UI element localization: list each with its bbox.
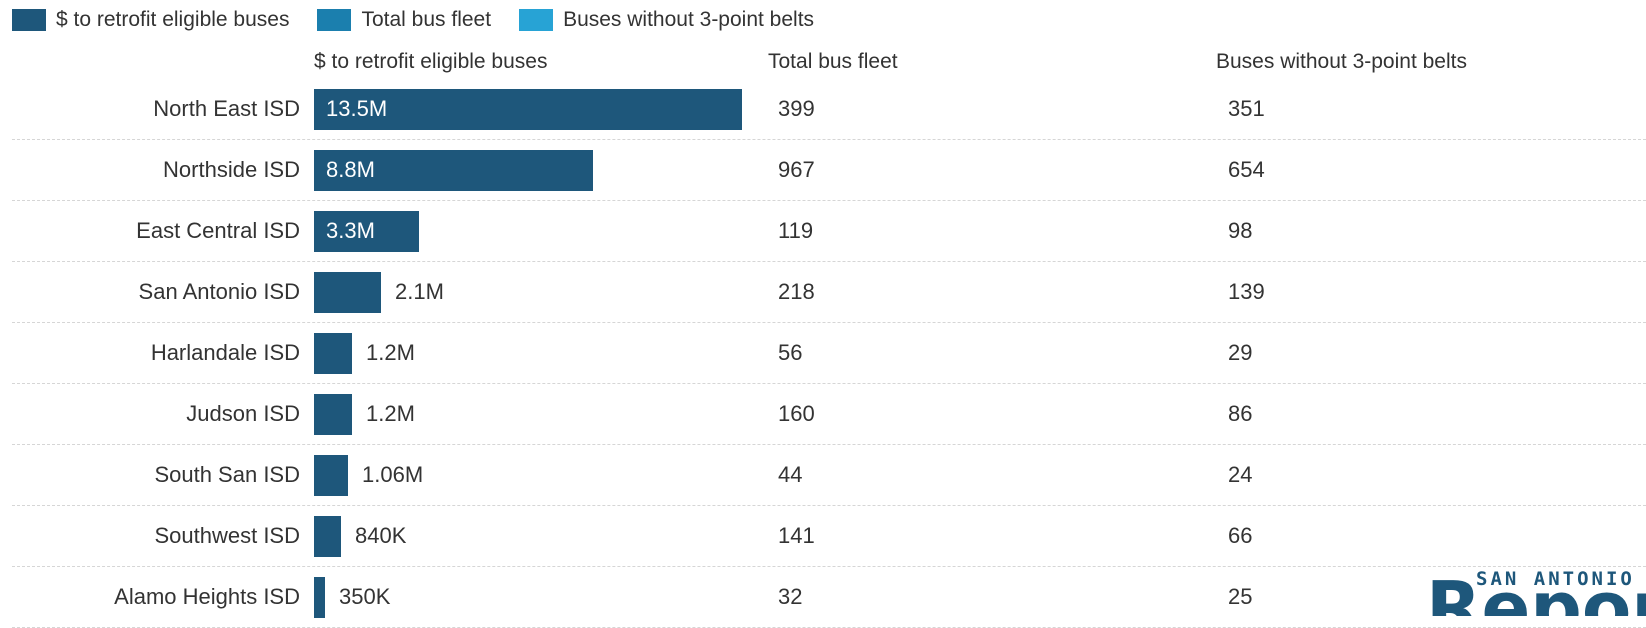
retrofit-bar [314,577,325,618]
table-row: Southwest ISD 840K 141 66 [0,506,1646,567]
retrofit-value-label: 3.3M [326,218,375,243]
row-label: Judson ISD [186,401,300,426]
row-label: North East ISD [153,96,300,121]
table-row: Harlandale ISD 1.2M 56 29 [0,323,1646,384]
total-fleet-cell: 399 [778,96,815,121]
table-row: East Central ISD 3.3M 119 98 [0,201,1646,262]
retrofit-bar [314,150,593,191]
table-row: Alamo Heights ISD 350K 32 25 [0,567,1646,628]
row-label: Harlandale ISD [150,340,300,365]
table-row: North East ISD 13.5M 399 351 [0,79,1646,140]
total-fleet-cell: 32 [778,584,803,609]
legend: $ to retrofit eligible buses Total bus fl… [12,5,842,35]
row-label: Southwest ISD [154,523,300,548]
row-label: South San ISD [154,462,300,487]
legend-item: Buses without 3-point belts [519,8,814,32]
total-fleet-cell: 44 [778,462,803,487]
table-row: South San ISD 1.06M 44 24 [0,445,1646,506]
row-divider [12,383,1646,384]
retrofit-bar [314,333,352,374]
column-header-without-belts: Buses without 3-point belts [1216,50,1467,73]
retrofit-bar [314,394,352,435]
row-label: San Antonio ISD [138,279,300,304]
without-belts-cell: 29 [1228,340,1253,365]
without-belts-cell: 25 [1228,584,1253,609]
legend-item: Total bus fleet [317,8,491,32]
legend-label: $ to retrofit eligible buses [56,8,290,31]
without-belts-cell: 86 [1228,401,1253,426]
total-fleet-cell: 160 [778,401,815,426]
retrofit-bar [314,516,341,557]
without-belts-cell: 66 [1228,523,1253,548]
row-label: Northside ISD [163,157,300,182]
legend-swatch [12,9,46,31]
without-belts-cell: 98 [1228,218,1253,243]
logo: SAN ANTONIO Report [1356,566,1646,616]
logo-line1: SAN ANTONIO [1476,568,1635,590]
table-row: Northside ISD 8.8M 967 654 [0,140,1646,201]
retrofit-value-label: 13.5M [326,96,388,121]
legend-label: Total bus fleet [361,8,492,31]
without-belts-cell: 24 [1228,462,1253,487]
total-fleet-cell: 141 [778,523,815,548]
retrofit-value-label: 1.2M [366,340,415,365]
without-belts-cell: 139 [1228,279,1265,304]
row-divider [12,261,1646,262]
retrofit-value-label: 1.06M [362,462,424,487]
row-divider [12,322,1646,323]
legend-swatch [519,9,554,31]
logo-line2: Report [1426,566,1646,616]
column-header-total-fleet: Total bus fleet [768,50,898,73]
table-row: Judson ISD 1.2M 160 86 [0,384,1646,445]
without-belts-cell: 654 [1228,157,1265,182]
row-label: East Central ISD [136,218,300,243]
total-fleet-cell: 218 [778,279,815,304]
column-header-retrofit: $ to retrofit eligible buses [314,50,548,73]
retrofit-bar [314,211,419,252]
row-divider [12,444,1646,445]
row-divider [12,566,1646,567]
table-row: San Antonio ISD 2.1M 218 139 [0,262,1646,323]
without-belts-cell: 351 [1228,96,1265,121]
retrofit-value-label: 1.2M [366,401,415,426]
row-divider [12,505,1646,506]
row-label: Alamo Heights ISD [114,584,300,609]
retrofit-bar [314,89,742,130]
retrofit-value-label: 350K [339,584,391,609]
legend-label: Buses without 3-point belts [563,8,815,31]
total-fleet-cell: 119 [778,218,814,243]
total-fleet-cell: 56 [778,340,803,365]
retrofit-bar [314,272,381,313]
retrofit-value-label: 840K [355,523,407,548]
row-divider [12,139,1646,140]
retrofit-value-label: 8.8M [326,157,375,182]
legend-swatch [317,9,352,31]
row-divider [12,200,1646,201]
legend-item: $ to retrofit eligible buses [12,8,289,32]
retrofit-value-label: 2.1M [395,279,444,304]
total-fleet-cell: 967 [778,157,815,182]
retrofit-bar [314,455,348,496]
